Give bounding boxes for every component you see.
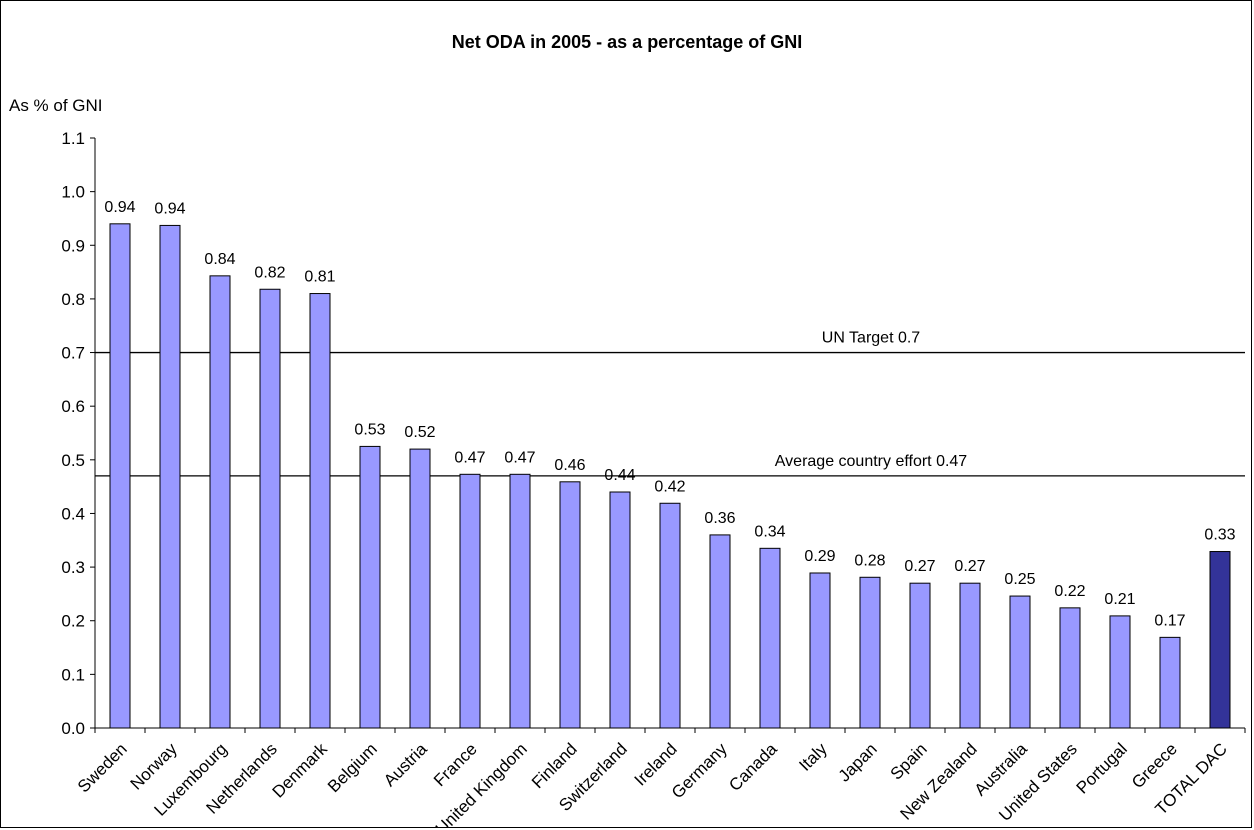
bar — [409, 448, 431, 729]
x-tick-label: Belgium — [324, 739, 381, 796]
data-label: 0.29 — [804, 548, 835, 565]
data-label: 0.84 — [204, 251, 235, 268]
data-label: 0.81 — [304, 269, 335, 286]
x-tick-label: Ireland — [631, 739, 681, 789]
x-axis: SwedenNorwayLuxembourgNetherlandsDenmark… — [74, 727, 1246, 827]
x-tick-label: Denmark — [269, 739, 332, 802]
bar — [259, 288, 281, 729]
x-tick-label: Germany — [668, 739, 731, 802]
data-label: 0.28 — [854, 552, 885, 569]
y-axis: 0.0 0.1 0.2 0.3 0.4 0.5 0.6 0.7 0.8 0.9 1.0 1.1 — [61, 129, 96, 738]
data-label: 0.33 — [1204, 527, 1235, 544]
bar — [959, 582, 981, 729]
bar — [809, 572, 831, 729]
bar — [1059, 607, 1081, 729]
bar — [1159, 636, 1181, 729]
y-tick-label: 0.2 — [61, 612, 85, 631]
bars — [109, 223, 1231, 729]
data-label: 0.42 — [654, 478, 685, 495]
data-label: 0.53 — [354, 421, 385, 438]
y-tick-label: 1.0 — [61, 183, 85, 202]
x-tick-label: Sweden — [74, 739, 131, 796]
y-tick-label: 1.1 — [61, 129, 85, 148]
bar — [109, 223, 131, 729]
data-label: 0.82 — [254, 264, 285, 281]
bar — [909, 582, 931, 729]
data-labels: 0.94 0.94 0.84 0.82 0.81 0.53 0.52 0.47 0.47 0.46… — [104, 199, 1235, 630]
y-axis-label: As % of GNI — [9, 96, 103, 115]
bar — [559, 481, 581, 729]
reference-line-label: UN Target 0.7 — [822, 330, 921, 347]
bar — [309, 293, 331, 729]
data-label: 0.34 — [754, 523, 785, 540]
data-label: 0.27 — [904, 558, 935, 575]
data-label: 0.94 — [104, 199, 135, 216]
x-tick-label: Canada — [725, 739, 781, 795]
reference-lines: UN Target 0.7 Average country effort 0.47 — [95, 330, 1245, 477]
y-tick-label: 0.9 — [61, 236, 85, 255]
bar — [1209, 551, 1231, 729]
bar — [859, 576, 881, 729]
x-tick-label: Austria — [380, 739, 431, 790]
x-tick-label: Italy — [795, 739, 831, 775]
data-label: 0.27 — [954, 558, 985, 575]
data-label: 0.17 — [1154, 612, 1185, 629]
bar — [659, 502, 681, 729]
data-label: 0.46 — [554, 457, 585, 474]
data-label: 0.52 — [404, 424, 435, 441]
y-tick-label: 0.4 — [61, 504, 85, 523]
data-label: 0.25 — [1004, 571, 1035, 588]
reference-line-label: Average country effort 0.47 — [775, 453, 968, 470]
bar — [609, 491, 631, 729]
data-label: 0.47 — [454, 449, 485, 466]
bar — [459, 473, 481, 729]
bar — [709, 534, 731, 729]
bar — [1009, 595, 1031, 729]
bar — [209, 275, 231, 729]
data-label: 0.36 — [704, 510, 735, 527]
bar — [159, 224, 181, 729]
y-tick-label: 0.8 — [61, 290, 85, 309]
chart-title: Net ODA in 2005 - as a percentage of GNI — [452, 32, 802, 52]
y-tick-label: 0.3 — [61, 558, 85, 577]
bar — [509, 473, 531, 729]
bar — [1109, 615, 1131, 729]
x-tick-label: Spain — [887, 739, 931, 783]
x-tick-label: Japan — [835, 739, 881, 785]
y-tick-label: 0.1 — [61, 665, 85, 684]
bar — [359, 445, 381, 729]
data-label: 0.21 — [1104, 591, 1135, 608]
y-tick-label: 0.7 — [61, 344, 85, 363]
data-label: 0.22 — [1054, 583, 1085, 600]
y-tick-label: 0.5 — [61, 451, 85, 470]
data-label: 0.47 — [504, 449, 535, 466]
y-tick-label: 0.0 — [61, 719, 85, 738]
data-label: 0.44 — [604, 467, 635, 484]
bar — [759, 547, 781, 729]
x-tick-label: Portugal — [1073, 739, 1131, 797]
data-label: 0.94 — [154, 200, 185, 217]
y-tick-label: 0.6 — [61, 397, 85, 416]
